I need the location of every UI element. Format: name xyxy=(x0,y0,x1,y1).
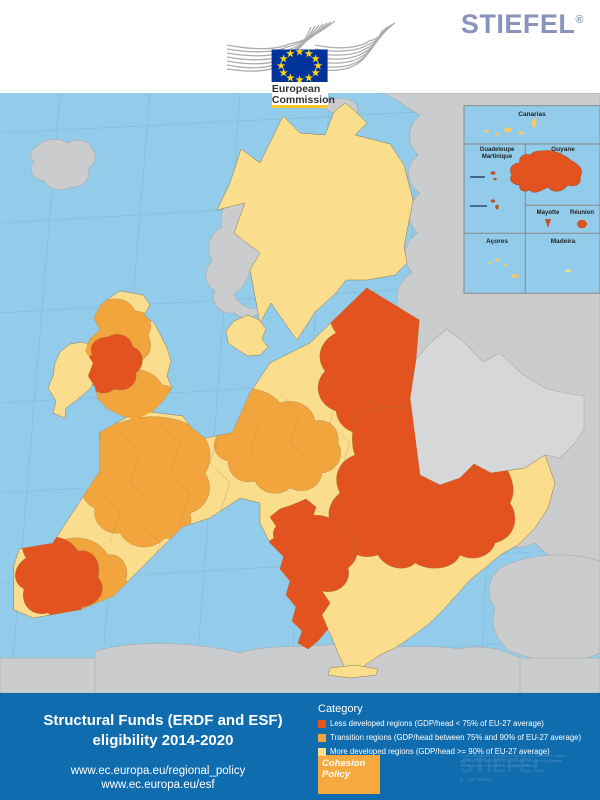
svg-text:Açores: Açores xyxy=(486,238,508,245)
svg-text:Réunion: Réunion xyxy=(570,210,594,216)
svg-text:Canarias: Canarias xyxy=(518,111,546,118)
svg-text:Mayotte: Mayotte xyxy=(537,210,560,216)
svg-text:Guadeloupe: Guadeloupe xyxy=(480,147,515,153)
svg-text:Madeira: Madeira xyxy=(551,238,576,245)
svg-text:Martinique: Martinique xyxy=(482,154,513,160)
